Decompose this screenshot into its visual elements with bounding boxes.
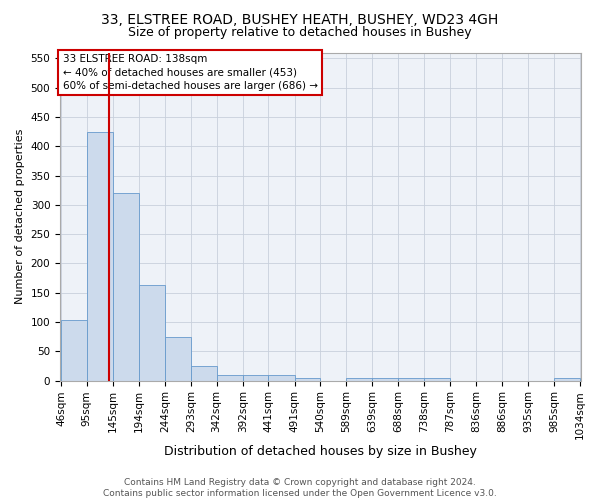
Bar <box>191 366 217 380</box>
Bar <box>217 374 243 380</box>
Bar <box>268 374 295 380</box>
Bar <box>424 378 450 380</box>
Bar <box>346 378 373 380</box>
Bar <box>139 285 165 380</box>
Bar <box>554 378 580 380</box>
Bar <box>243 374 268 380</box>
Text: 33, ELSTREE ROAD, BUSHEY HEATH, BUSHEY, WD23 4GH: 33, ELSTREE ROAD, BUSHEY HEATH, BUSHEY, … <box>101 12 499 26</box>
Text: Size of property relative to detached houses in Bushey: Size of property relative to detached ho… <box>128 26 472 39</box>
Bar <box>373 378 398 380</box>
Bar <box>113 193 139 380</box>
Y-axis label: Number of detached properties: Number of detached properties <box>15 129 25 304</box>
X-axis label: Distribution of detached houses by size in Bushey: Distribution of detached houses by size … <box>164 444 477 458</box>
Bar <box>61 320 87 380</box>
Bar <box>295 378 320 380</box>
Bar <box>165 336 191 380</box>
Bar <box>398 378 424 380</box>
Text: 33 ELSTREE ROAD: 138sqm
← 40% of detached houses are smaller (453)
60% of semi-d: 33 ELSTREE ROAD: 138sqm ← 40% of detache… <box>62 54 317 90</box>
Bar <box>87 132 113 380</box>
Text: Contains HM Land Registry data © Crown copyright and database right 2024.
Contai: Contains HM Land Registry data © Crown c… <box>103 478 497 498</box>
